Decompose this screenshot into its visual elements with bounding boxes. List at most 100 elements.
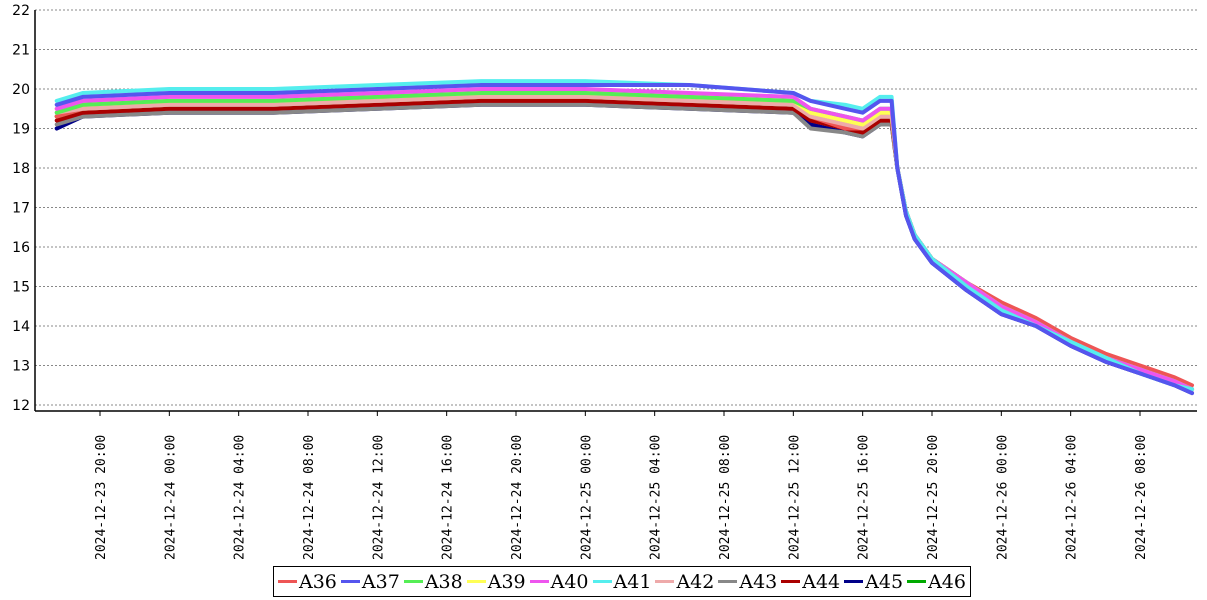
legend-swatch bbox=[655, 580, 675, 583]
legend-label: A41 bbox=[613, 570, 652, 593]
y-tick: 16 bbox=[12, 240, 30, 256]
y-tick: 17 bbox=[12, 201, 30, 217]
x-tick: 2024-12-24 16:00 bbox=[441, 435, 456, 560]
y-tick: 14 bbox=[12, 319, 30, 335]
y-tick-label: 16 bbox=[12, 240, 30, 256]
x-tick-label: 2024-12-24 08:00 bbox=[302, 435, 317, 560]
x-tick-label: 2024-12-25 08:00 bbox=[718, 435, 733, 560]
x-tick-label: 2024-12-25 04:00 bbox=[649, 435, 664, 560]
y-tick-labels: 12 13 14 15 16 17 18 19 20 21 22 bbox=[12, 3, 30, 414]
y-tick-label: 13 bbox=[12, 359, 30, 375]
series-layer bbox=[54, 79, 1194, 396]
series-line-a41 bbox=[54, 79, 1194, 392]
legend-item-a41: A41 bbox=[592, 570, 652, 593]
legend-swatch bbox=[278, 580, 297, 583]
y-tick-label: 12 bbox=[12, 398, 30, 414]
y-tick-label: 19 bbox=[12, 122, 30, 138]
y-tick-label: 17 bbox=[12, 201, 30, 217]
legend-label: A38 bbox=[424, 570, 463, 593]
x-tick: 2024-12-25 20:00 bbox=[926, 435, 941, 560]
x-tick-label: 2024-12-25 20:00 bbox=[926, 435, 941, 560]
grid-lines bbox=[35, 9, 1197, 406]
x-tick: 2024-12-26 00:00 bbox=[995, 435, 1010, 560]
legend-item-a37: A37 bbox=[340, 570, 400, 593]
legend-item-a36: A36 bbox=[278, 571, 337, 593]
legend-item-a46: A46 bbox=[907, 571, 966, 593]
series-line-a37 bbox=[54, 83, 1194, 396]
y-tick-label: 14 bbox=[12, 319, 30, 335]
x-tick-label: 2024-12-24 00:00 bbox=[163, 435, 178, 560]
x-tick: 2024-12-24 08:00 bbox=[302, 435, 317, 560]
legend-item-a38: A38 bbox=[403, 570, 463, 593]
legend-swatch bbox=[781, 580, 801, 583]
x-tick: 2024-12-25 08:00 bbox=[718, 435, 733, 560]
y-tick-label: 22 bbox=[12, 3, 30, 19]
axes bbox=[34, 10, 1197, 412]
legend-swatch bbox=[844, 580, 864, 583]
x-tick: 2024-12-24 04:00 bbox=[233, 435, 248, 560]
x-tick-label: 2024-12-24 16:00 bbox=[441, 435, 456, 560]
x-tick-label: 2024-12-25 00:00 bbox=[579, 435, 594, 560]
x-tick-labels: 2024-12-23 20:00 2024-12-24 00:00 2024-12-… bbox=[94, 411, 1149, 560]
x-tick: 2024-12-25 12:00 bbox=[787, 435, 802, 560]
x-tick: 2024-12-26 04:00 bbox=[1065, 435, 1080, 560]
x-tick: 2024-12-24 20:00 bbox=[510, 435, 525, 560]
legend-item-a45: A45 bbox=[844, 571, 903, 593]
legend-label: A37 bbox=[361, 570, 400, 593]
x-tick: 2024-12-24 12:00 bbox=[371, 435, 386, 560]
legend-swatch bbox=[592, 580, 612, 583]
series-line-a44 bbox=[54, 98, 1194, 392]
series-line-a40 bbox=[54, 87, 1194, 392]
x-tick-label: 2024-12-25 16:00 bbox=[857, 435, 872, 560]
y-tick-label: 18 bbox=[12, 161, 30, 177]
legend-item-a44: A44 bbox=[781, 571, 840, 593]
y-tick: 13 bbox=[12, 359, 30, 375]
y-tick: 20 bbox=[12, 82, 30, 98]
y-tick: 22 bbox=[12, 3, 30, 19]
legend-item-a43: A43 bbox=[718, 571, 777, 593]
y-tick: 12 bbox=[12, 398, 30, 414]
series-line-a38 bbox=[54, 91, 1194, 392]
series-line-a39 bbox=[54, 91, 1194, 392]
x-tick-label: 2024-12-26 00:00 bbox=[995, 435, 1010, 560]
x-tick-label: 2024-12-26 04:00 bbox=[1065, 435, 1080, 560]
x-tick: 2024-12-24 00:00 bbox=[163, 435, 178, 560]
series-line-a36 bbox=[54, 94, 1194, 388]
y-tick: 21 bbox=[12, 43, 30, 59]
y-tick-label: 15 bbox=[12, 280, 30, 296]
y-tick: 15 bbox=[12, 280, 30, 296]
x-tick-label: 2024-12-25 12:00 bbox=[787, 435, 802, 560]
x-tick: 2024-12-25 04:00 bbox=[649, 435, 664, 560]
legend-label: A36 bbox=[299, 570, 337, 593]
x-tick: 2024-12-25 00:00 bbox=[579, 435, 594, 560]
x-tick-label: 2024-12-26 08:00 bbox=[1134, 435, 1149, 560]
legend-label: A42 bbox=[676, 570, 715, 593]
series-line-a45 bbox=[54, 102, 1194, 396]
x-tick: 2024-12-25 16:00 bbox=[857, 435, 872, 560]
y-tick: 19 bbox=[12, 122, 30, 138]
y-tick-label: 21 bbox=[12, 43, 30, 59]
legend-swatch bbox=[340, 580, 360, 583]
legend-label: A40 bbox=[550, 570, 589, 593]
legend: A36 A37 A38 A39 A40 A41 A42 A43 A44 A45 A46 bbox=[273, 566, 971, 597]
legend-label: A43 bbox=[739, 570, 778, 593]
legend-label: A46 bbox=[928, 570, 966, 593]
legend-label: A45 bbox=[865, 570, 904, 593]
legend-swatch bbox=[466, 580, 486, 583]
x-tick: 2024-12-23 20:00 bbox=[94, 435, 109, 560]
legend-swatch bbox=[403, 580, 423, 583]
series-line-a42 bbox=[54, 94, 1194, 392]
y-tick: 18 bbox=[12, 161, 30, 177]
legend-item-a40: A40 bbox=[529, 570, 589, 593]
y-tick-label: 20 bbox=[12, 82, 30, 98]
legend-label: A44 bbox=[802, 570, 841, 593]
x-tick-label: 2024-12-24 12:00 bbox=[371, 435, 386, 560]
legend-label: A39 bbox=[487, 570, 526, 593]
x-tick: 2024-12-26 08:00 bbox=[1134, 435, 1149, 560]
legend-swatch bbox=[529, 580, 549, 583]
x-tick-label: 2024-12-24 04:00 bbox=[233, 435, 248, 560]
legend-swatch bbox=[907, 580, 927, 583]
legend-item-a42: A42 bbox=[655, 571, 714, 593]
x-tick-label: 2024-12-24 20:00 bbox=[510, 435, 525, 560]
